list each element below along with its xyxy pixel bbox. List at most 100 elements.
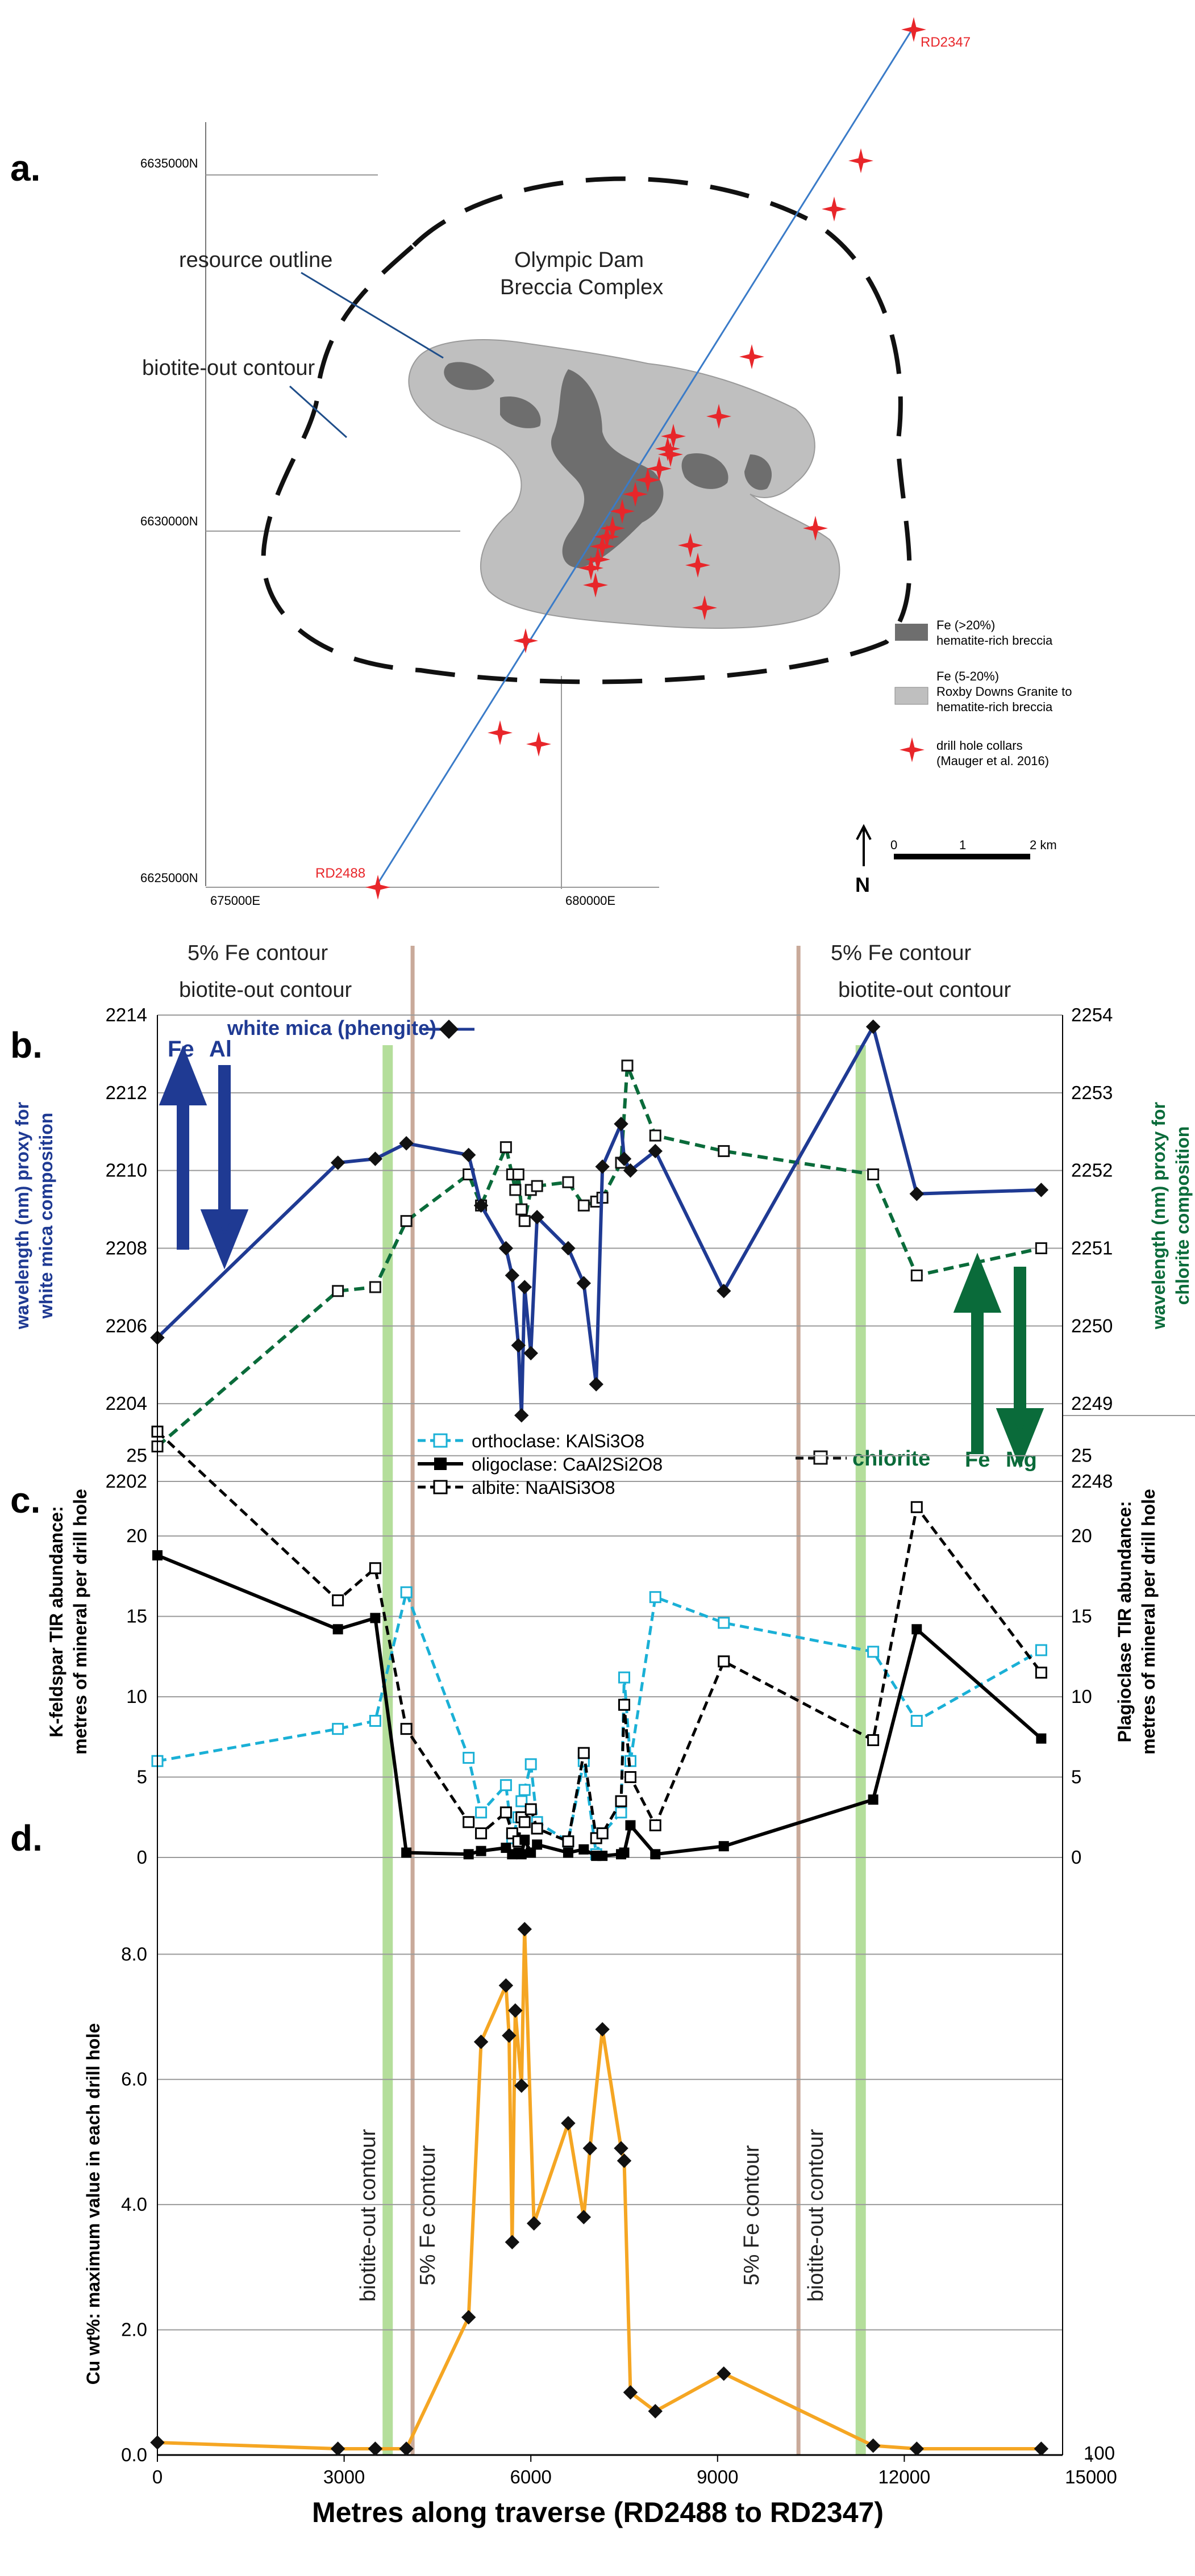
scale-label-0: 0 xyxy=(890,838,897,852)
panel-c-left-tick: 20 xyxy=(126,1525,147,1546)
chlorite-point xyxy=(332,1285,344,1297)
white-mica-point xyxy=(523,1346,538,1360)
panel-b-left-axis-label-1: wavelength (nm) proxy for xyxy=(12,1102,32,1330)
panel-d-left-tick: 2.0 xyxy=(121,2319,147,2340)
panel-b-right-tick: 2254 xyxy=(1071,1004,1113,1025)
orthoclase-point xyxy=(615,1806,627,1819)
top-bio-label-right: biotite-out contour xyxy=(838,978,1011,1002)
cu-point xyxy=(614,2141,628,2156)
panel-d-left-tick: 4.0 xyxy=(121,2194,147,2215)
x-tick-label: 9000 xyxy=(697,2466,738,2487)
oligoclase-point xyxy=(578,1844,589,1855)
albite-point xyxy=(332,1594,344,1606)
legend-swatch-fe-low xyxy=(894,687,928,705)
legend-star-glyph xyxy=(900,737,925,762)
orthoclase-point xyxy=(400,1586,413,1598)
white-mica-point xyxy=(589,1377,603,1392)
oligoclase-point xyxy=(1036,1733,1047,1744)
panel-d-left-tick: 0.0 xyxy=(121,2444,147,2465)
panel-c-right-axis-label-2: metres of mineral per drill hole xyxy=(1138,1489,1159,1755)
north-label: N xyxy=(855,873,870,896)
chlorite-point xyxy=(518,1215,531,1228)
panel-b-gridlines xyxy=(157,1014,1063,1482)
legend-albite-label: albite: NaAlSi3O8 xyxy=(472,1477,615,1498)
white-mica-point xyxy=(595,1159,610,1174)
fe-high-area xyxy=(444,362,494,390)
orthoclase-point xyxy=(618,1671,630,1684)
panel-b-left-axis-label-2: white mica composition xyxy=(36,1113,56,1320)
biotite-out-label: biotite-out contour xyxy=(142,356,315,380)
drill-hole-collar-icon xyxy=(600,516,625,541)
panel-c-right-tick: 0 xyxy=(1071,1847,1081,1868)
vlabel-fe-right: 5% Fe contour xyxy=(740,2145,764,2285)
panel-b-left-tick: 2204 xyxy=(106,1393,147,1414)
panel-b-right-tick: 2253 xyxy=(1071,1082,1113,1103)
orthoclase-point xyxy=(867,1646,880,1658)
cu-point xyxy=(865,2438,881,2453)
chlorite-point xyxy=(531,1180,543,1192)
fe-up-arrow-icon xyxy=(159,1045,207,1250)
biotite-out-contour-line xyxy=(261,176,912,684)
chlorite-point xyxy=(369,1281,381,1293)
oligoclase-point xyxy=(401,1847,412,1858)
white-mica-point xyxy=(498,1241,514,1256)
drill-hole-collar-icon xyxy=(583,573,608,598)
panel-d-tick-labels: 0.0 2.0 4.0 6.0 8.0 xyxy=(121,1943,147,2465)
arrow-label-al: Al xyxy=(209,1037,232,1062)
easting-680000: 680000E xyxy=(565,894,615,908)
panel-c-right-tick: 15 xyxy=(1071,1606,1092,1627)
oligoclase-point xyxy=(619,1847,630,1858)
white-mica-point xyxy=(514,1408,529,1423)
white-mica-line xyxy=(156,1025,1042,1417)
chlorite-point xyxy=(515,1203,528,1216)
cu-point xyxy=(330,2441,345,2456)
cu-point xyxy=(582,2141,597,2156)
legend-fe-low-line2: Roxby Downs Granite to xyxy=(936,684,1072,699)
panel-d-right-tick-100: 100 xyxy=(1084,2443,1115,2464)
oligoclase-point xyxy=(718,1841,729,1852)
albite-point xyxy=(624,1771,636,1784)
legend-white-mica-marker xyxy=(439,1020,459,1039)
white-mica-point xyxy=(1034,1183,1049,1197)
cu-point xyxy=(473,2034,489,2049)
legend-drill-line2: (Mauger et al. 2016) xyxy=(936,754,1049,768)
panel-c-letter: c. xyxy=(10,1480,40,1521)
map-panel: a. 6635000N 6630000N 6625000N 675000E 68… xyxy=(10,17,1072,908)
chlorite-point xyxy=(910,1269,923,1281)
panel-b-letter: b. xyxy=(10,1025,43,1066)
legend-fe-low-line3: hematite-rich breccia xyxy=(936,700,1053,714)
orthoclase-point xyxy=(499,1779,512,1792)
oligoclase-point xyxy=(532,1839,543,1850)
legend-albite-marker xyxy=(433,1480,448,1494)
panel-b-left-tick: 2206 xyxy=(106,1315,147,1336)
drill-hole-collar-icon xyxy=(610,499,635,524)
scale-label-2: 2 km xyxy=(1030,838,1057,852)
x-tick-label: 0 xyxy=(152,2466,163,2487)
oligoclase-point xyxy=(650,1849,661,1860)
x-tick-label: 6000 xyxy=(510,2466,551,2487)
albite-point xyxy=(1035,1667,1047,1679)
albite-point xyxy=(463,1816,475,1828)
legend-chlorite-label: chlorite xyxy=(852,1447,930,1471)
oligoclase-point xyxy=(563,1847,573,1858)
panel-b-right-axis-label-1: wavelength (nm) proxy for xyxy=(1148,1102,1169,1330)
legend-drill-line1: drill hole collars xyxy=(936,738,1023,753)
oligoclase-point xyxy=(911,1624,922,1635)
fe-high-area xyxy=(500,396,541,428)
biotite-out-leader xyxy=(289,385,348,439)
white-mica-point xyxy=(368,1151,383,1166)
white-mica-point xyxy=(717,1284,731,1299)
white-mica-point xyxy=(576,1276,592,1291)
white-mica-point xyxy=(865,1019,881,1034)
complex-label-line1: Olympic Dam xyxy=(514,248,644,272)
albite-point xyxy=(718,1655,730,1668)
panel-c-left-tick: 5 xyxy=(137,1767,147,1788)
vlabel-biotite-left: biotite-out contour xyxy=(356,2129,380,2302)
panel-b-left-tick: 2210 xyxy=(106,1160,147,1181)
x-tick-label: 3000 xyxy=(323,2466,365,2487)
white-mica-point xyxy=(461,1147,476,1163)
x-tick-label: 12000 xyxy=(878,2466,931,2487)
north-arrowhead-icon xyxy=(856,824,872,840)
panel-c-tick-labels: 0 5 10 15 20 25 0 5 10 15 20 25 xyxy=(126,1445,1092,1868)
drill-hole-collars xyxy=(365,17,926,900)
